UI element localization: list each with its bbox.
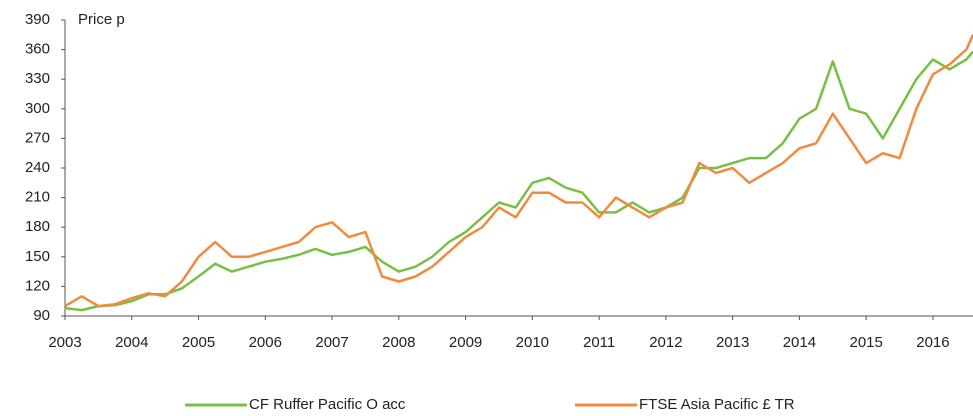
- y-tick-label: 240: [25, 159, 50, 176]
- x-tick-label: 2010: [516, 334, 549, 351]
- x-tick-label: 2014: [783, 334, 816, 351]
- x-tick-label: 2013: [716, 334, 749, 351]
- y-tick-label: 90: [33, 307, 50, 324]
- legend-label: CF Ruffer Pacific O acc: [249, 396, 406, 413]
- y-tick-label: 150: [25, 248, 50, 265]
- x-tick-label: 2011: [583, 334, 615, 351]
- y-axis-label: Price p: [78, 11, 125, 28]
- x-tick-label: 2003: [48, 334, 81, 351]
- y-tick-label: 210: [25, 189, 50, 206]
- x-tick-label: 2016: [916, 334, 949, 351]
- line: [64, 50, 973, 312]
- x-tick-label: 2015: [849, 334, 882, 351]
- x-tick-label: 2006: [249, 334, 282, 351]
- y-tick-label: 390: [25, 11, 50, 28]
- x-tick-label: 2005: [182, 334, 215, 351]
- x-tick-label: 2012: [649, 334, 682, 351]
- y-tick-label: 360: [25, 41, 50, 58]
- legend-label: FTSE Asia Pacific £ TR: [639, 396, 795, 413]
- x-tick-label: 2008: [382, 334, 415, 351]
- y-tick-label: 330: [25, 70, 50, 87]
- y-tick-label: 270: [25, 129, 50, 146]
- x-tick-label: 2004: [115, 334, 148, 351]
- x-tick-label: 2007: [315, 334, 348, 351]
- y-tick-label: 120: [25, 277, 50, 294]
- y-tick-label: 180: [25, 218, 50, 235]
- x-tick-label: 2009: [449, 334, 482, 351]
- line: [64, 34, 973, 308]
- y-tick-label: 300: [25, 100, 50, 117]
